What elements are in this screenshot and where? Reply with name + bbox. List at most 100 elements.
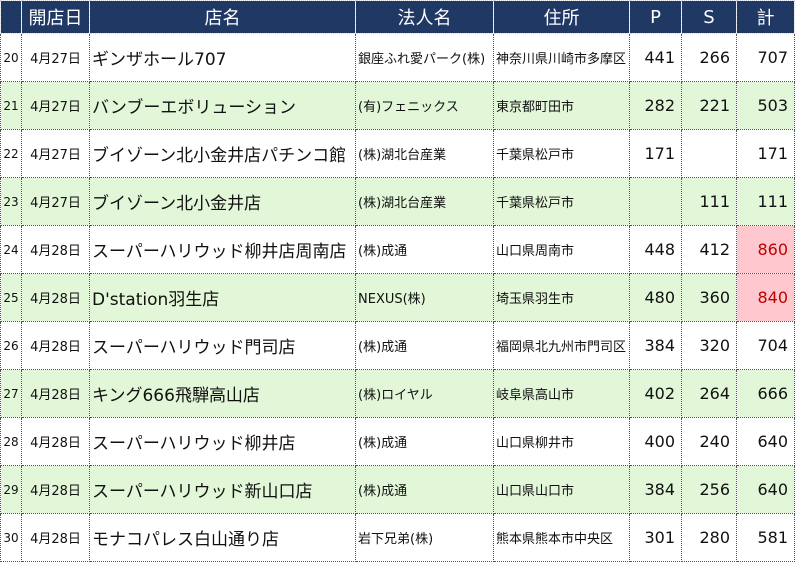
pachinko-count xyxy=(629,177,682,226)
address: 千葉県松戸市 xyxy=(493,129,630,178)
table-row: 30 4月28日 モナコパレス白山通り店 岩下兄弟(株) 熊本県熊本市中央区 3… xyxy=(0,513,795,562)
store-name: D'station羽生店 xyxy=(89,273,356,322)
open-date: 4月28日 xyxy=(21,225,90,274)
corporation-name: NEXUS(株) xyxy=(355,273,494,322)
corporation-name: (株)ロイヤル xyxy=(355,369,494,418)
total-count: 640 xyxy=(736,417,795,466)
slot-count-header: S xyxy=(681,0,737,34)
pachinko-count: 448 xyxy=(629,225,682,274)
corporation-name: 岩下兄弟(株) xyxy=(355,513,494,562)
pachinko-count: 402 xyxy=(629,369,682,418)
row-number: 25 xyxy=(0,273,22,322)
corporation-name: (株)湖北台産業 xyxy=(355,129,494,178)
corporation-header: 法人名 xyxy=(355,0,494,34)
pachinko-count-header: P xyxy=(629,0,682,34)
table-row: 21 4月27日 バンブーエボリューション (有)フェニックス 東京都町田市 2… xyxy=(0,81,795,130)
address: 東京都町田市 xyxy=(493,81,630,130)
address: 神奈川県川崎市多摩区 xyxy=(493,33,630,82)
total-count-highlighted: 860 xyxy=(736,225,795,274)
open-date-header: 開店日 xyxy=(21,0,90,34)
open-date: 4月28日 xyxy=(21,273,90,322)
open-date: 4月28日 xyxy=(21,321,90,370)
row-number: 20 xyxy=(0,33,22,82)
table-row: 24 4月28日 スーパーハリウッド柳井店周南店 (株)成通 山口県周南市 44… xyxy=(0,225,795,274)
open-date: 4月28日 xyxy=(21,465,90,514)
store-name-header: 店名 xyxy=(89,0,356,34)
slot-count xyxy=(681,129,737,178)
address: 山口県柳井市 xyxy=(493,417,630,466)
table-row: 26 4月28日 スーパーハリウッド門司店 (株)成通 福岡県北九州市門司区 3… xyxy=(0,321,795,370)
store-name: キング666飛騨高山店 xyxy=(89,369,356,418)
address: 千葉県松戸市 xyxy=(493,177,630,226)
pachinko-count: 384 xyxy=(629,321,682,370)
slot-count: 240 xyxy=(681,417,737,466)
store-name: ブイゾーン北小金井店 xyxy=(89,177,356,226)
row-number-header xyxy=(0,0,22,34)
corporation-name: (有)フェニックス xyxy=(355,81,494,130)
pachinko-count: 480 xyxy=(629,273,682,322)
store-name: スーパーハリウッド柳井店 xyxy=(89,417,356,466)
total-count: 171 xyxy=(736,129,795,178)
slot-count: 266 xyxy=(681,33,737,82)
address: 山口県山口市 xyxy=(493,465,630,514)
total-count: 640 xyxy=(736,465,795,514)
slot-count: 360 xyxy=(681,273,737,322)
open-date: 4月28日 xyxy=(21,417,90,466)
address: 山口県周南市 xyxy=(493,225,630,274)
total-count: 704 xyxy=(736,321,795,370)
address-header: 住所 xyxy=(493,0,630,34)
row-number: 21 xyxy=(0,81,22,130)
corporation-name: (株)成通 xyxy=(355,321,494,370)
corporation-name: 銀座ふれ愛パーク(株) xyxy=(355,33,494,82)
open-date: 4月27日 xyxy=(21,129,90,178)
row-number: 27 xyxy=(0,369,22,418)
total-header: 計 xyxy=(736,0,795,34)
table-row: 22 4月27日 ブイゾーン北小金井店パチンコ館 (株)湖北台産業 千葉県松戸市… xyxy=(0,129,795,178)
total-count: 581 xyxy=(736,513,795,562)
open-date: 4月28日 xyxy=(21,369,90,418)
slot-count: 280 xyxy=(681,513,737,562)
table-row: 27 4月28日 キング666飛騨高山店 (株)ロイヤル 岐阜県高山市 402 … xyxy=(0,369,795,418)
row-number: 22 xyxy=(0,129,22,178)
table-row: 23 4月27日 ブイゾーン北小金井店 (株)湖北台産業 千葉県松戸市 111 … xyxy=(0,177,795,226)
open-date: 4月28日 xyxy=(21,513,90,562)
slot-count: 256 xyxy=(681,465,737,514)
pachinko-count: 384 xyxy=(629,465,682,514)
store-name: バンブーエボリューション xyxy=(89,81,356,130)
pachinko-count: 301 xyxy=(629,513,682,562)
total-count-highlighted: 840 xyxy=(736,273,795,322)
corporation-name: (株)湖北台産業 xyxy=(355,177,494,226)
row-number: 23 xyxy=(0,177,22,226)
corporation-name: (株)成通 xyxy=(355,417,494,466)
table-row: 28 4月28日 スーパーハリウッド柳井店 (株)成通 山口県柳井市 400 2… xyxy=(0,417,795,466)
store-name: ブイゾーン北小金井店パチンコ館 xyxy=(89,129,356,178)
total-count: 111 xyxy=(736,177,795,226)
corporation-name: (株)成通 xyxy=(355,225,494,274)
slot-count: 111 xyxy=(681,177,737,226)
total-count: 707 xyxy=(736,33,795,82)
open-date: 4月27日 xyxy=(21,33,90,82)
row-number: 30 xyxy=(0,513,22,562)
pachinko-count: 400 xyxy=(629,417,682,466)
header-row: 開店日 店名 法人名 住所 P S 計 xyxy=(0,0,795,34)
address: 福岡県北九州市門司区 xyxy=(493,321,630,370)
store-name: スーパーハリウッド門司店 xyxy=(89,321,356,370)
table-row: 25 4月28日 D'station羽生店 NEXUS(株) 埼玉県羽生市 48… xyxy=(0,273,795,322)
open-date: 4月27日 xyxy=(21,81,90,130)
store-name: ギンザホール707 xyxy=(89,33,356,82)
address: 岐阜県高山市 xyxy=(493,369,630,418)
address: 熊本県熊本市中央区 xyxy=(493,513,630,562)
open-date: 4月27日 xyxy=(21,177,90,226)
address: 埼玉県羽生市 xyxy=(493,273,630,322)
table-row: 20 4月27日 ギンザホール707 銀座ふれ愛パーク(株) 神奈川県川崎市多摩… xyxy=(0,33,795,82)
total-count: 503 xyxy=(736,81,795,130)
slot-count: 264 xyxy=(681,369,737,418)
slot-count: 320 xyxy=(681,321,737,370)
slot-count: 221 xyxy=(681,81,737,130)
store-name: モナコパレス白山通り店 xyxy=(89,513,356,562)
row-number: 24 xyxy=(0,225,22,274)
row-number: 26 xyxy=(0,321,22,370)
corporation-name: (株)成通 xyxy=(355,465,494,514)
store-name: スーパーハリウッド新山口店 xyxy=(89,465,356,514)
